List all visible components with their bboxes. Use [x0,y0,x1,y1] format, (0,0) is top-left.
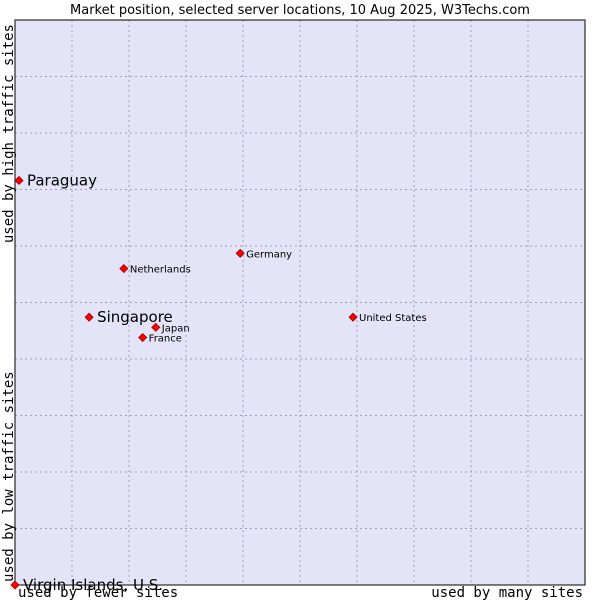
y-axis-label-top: used by high traffic sites [1,24,17,243]
point-label-paraguay: Paraguay [27,171,97,189]
point-label-singapore: Singapore [97,308,173,326]
x-axis-label-left: used by fewer sites [18,585,178,600]
point-marker-united-states [348,312,358,322]
point-marker-germany [235,248,245,258]
point-marker-japan [151,322,161,332]
grid-lines [15,20,585,585]
data-points: Paraguay Germany Netherlands Singapore Unite… [10,171,427,594]
point-marker-paraguay [14,175,24,186]
point-label-japan: Japan [161,323,190,334]
point-marker-france [138,332,148,343]
plot-border [14,19,586,586]
y-axis-label-bottom: used by low traffic sites [1,371,17,582]
point-marker-netherlands [119,264,129,274]
point-label-germany: Germany [246,249,292,260]
x-axis-label-right: used by many sites [431,585,583,600]
point-label-netherlands: Netherlands [130,265,191,276]
chart-title: Market position, selected server locatio… [70,3,530,18]
point-label-united-states: United States [359,313,427,324]
point-label-virgin-islands-u-s: Virgin Islands, U.S. [23,576,163,594]
point-label-france: France [149,334,182,345]
point-marker-virgin-islands-u-s [10,580,20,590]
point-marker-singapore [84,312,94,322]
